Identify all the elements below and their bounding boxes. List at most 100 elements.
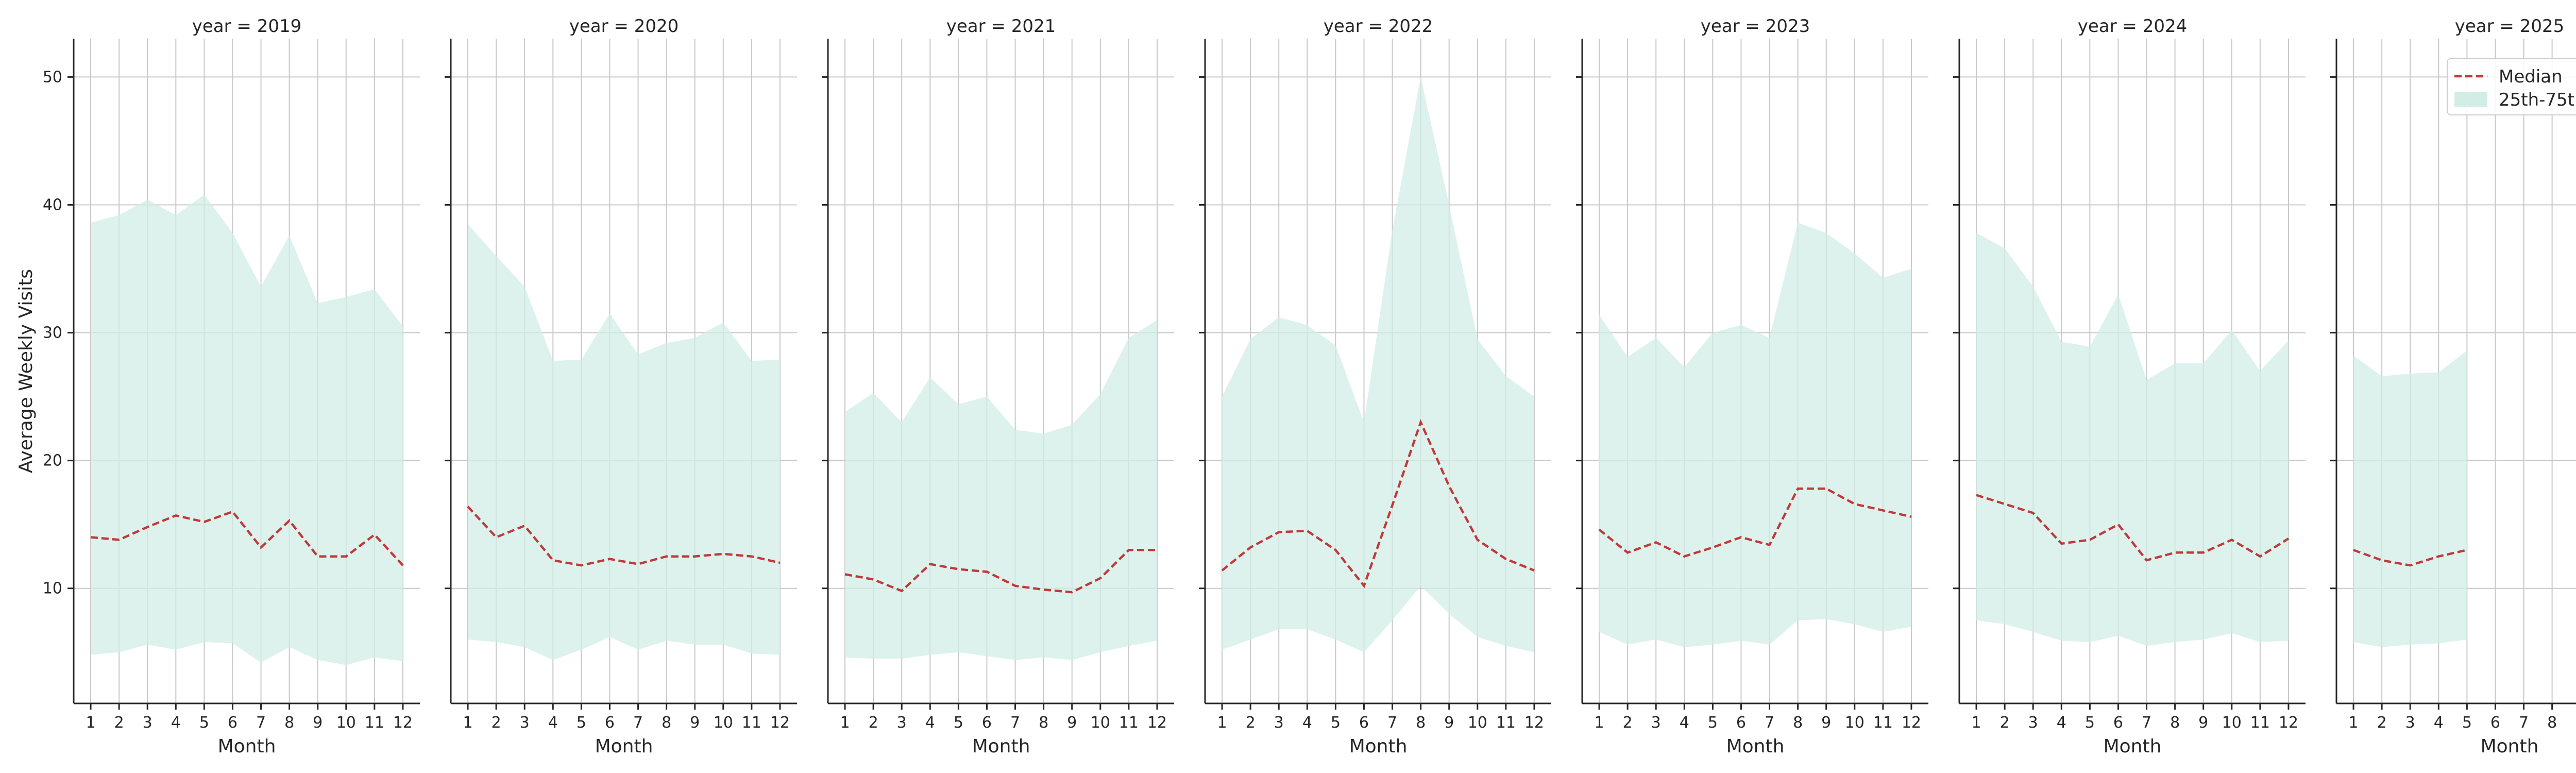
- legend-band-swatch: [2454, 92, 2487, 107]
- percentile-band: [1222, 77, 1534, 652]
- x-tick-label: 4: [548, 714, 558, 732]
- facet-title: year = 2022: [1324, 16, 1433, 37]
- x-tick-label: 5: [2085, 714, 2095, 732]
- x-tick-label: 12: [2279, 714, 2298, 732]
- x-tick-label: 8: [2547, 714, 2557, 732]
- x-tick-label: 7: [1387, 714, 1397, 732]
- x-tick-label: 9: [1444, 714, 1454, 732]
- median-line: [2353, 549, 2467, 567]
- x-tick-label: 4: [925, 714, 935, 732]
- median-line: [1221, 419, 1535, 589]
- median-line: [467, 506, 781, 567]
- x-tick-label: 5: [954, 714, 963, 732]
- x-tick-label: 5: [577, 714, 586, 732]
- x-tick-label: 7: [1010, 714, 1020, 732]
- x-tick-label: 9: [690, 714, 700, 732]
- x-axis-label: Month: [2104, 736, 2162, 757]
- x-tick-label: 5: [2462, 714, 2472, 732]
- x-tick-label: 9: [2198, 714, 2208, 732]
- x-tick-label: 4: [1680, 714, 1689, 732]
- x-tick-label: 12: [770, 714, 790, 732]
- x-axis-label: Month: [972, 736, 1030, 757]
- x-tick-label: 6: [2113, 714, 2123, 732]
- x-tick-label: 1: [1595, 714, 1604, 732]
- x-tick-label: 3: [143, 714, 152, 732]
- x-tick-label: 8: [284, 714, 294, 732]
- facet-title: year = 2019: [192, 16, 301, 37]
- x-tick-label: 11: [365, 714, 384, 732]
- facet-title: year = 2020: [569, 16, 679, 37]
- x-axis-label: Month: [1349, 736, 1408, 757]
- percentile-band: [1976, 233, 2289, 646]
- facet-title: year = 2021: [946, 16, 1056, 37]
- x-tick-label: 11: [1873, 714, 1893, 732]
- x-tick-label: 2: [2377, 714, 2387, 732]
- x-tick-label: 3: [897, 714, 907, 732]
- y-tick-label: 10: [43, 580, 62, 598]
- percentile-band: [91, 194, 403, 665]
- x-tick-label: 8: [662, 714, 671, 732]
- x-tick-label: 10: [336, 714, 356, 732]
- x-tick-label: 12: [1524, 714, 1544, 732]
- facet-title: year = 2025: [2455, 16, 2564, 37]
- x-tick-label: 11: [1496, 714, 1516, 732]
- x-tick-label: 6: [2490, 714, 2500, 732]
- x-tick-label: 1: [1217, 714, 1227, 732]
- x-tick-label: 1: [2349, 714, 2359, 732]
- x-tick-label: 12: [1902, 714, 1921, 732]
- x-tick-label: 11: [1119, 714, 1139, 732]
- x-tick-label: 10: [1468, 714, 1487, 732]
- x-tick-label: 1: [86, 714, 96, 732]
- x-axis-label: Month: [218, 736, 276, 757]
- x-tick-label: 2: [492, 714, 501, 732]
- x-tick-label: 8: [1793, 714, 1803, 732]
- x-tick-label: 12: [393, 714, 413, 732]
- x-tick-label: 8: [1416, 714, 1426, 732]
- x-tick-label: 3: [2028, 714, 2038, 732]
- x-tick-label: 2: [2000, 714, 2010, 732]
- x-tick-label: 9: [313, 714, 323, 732]
- x-axis-label: Month: [595, 736, 653, 757]
- x-tick-label: 9: [1821, 714, 1831, 732]
- x-tick-label: 10: [714, 714, 733, 732]
- percentile-band: [468, 224, 780, 660]
- percentile-band: [845, 320, 1157, 660]
- x-tick-label: 10: [2222, 714, 2242, 732]
- legend: Median 25th-75th Percentile: [2447, 58, 2576, 115]
- x-tick-label: 4: [2057, 714, 2066, 732]
- facet-title: year = 2023: [1701, 16, 1810, 37]
- x-tick-label: 3: [1651, 714, 1661, 732]
- x-axis-label: Month: [1726, 736, 1785, 757]
- y-tick-label: 20: [43, 452, 62, 470]
- x-tick-label: 1: [840, 714, 850, 732]
- median-line: [844, 549, 1157, 594]
- x-tick-label: 4: [2434, 714, 2444, 732]
- legend-median-label: Median: [2499, 66, 2563, 87]
- legend-band-label: 25th-75th Percentile: [2499, 90, 2576, 110]
- x-tick-label: 3: [1274, 714, 1284, 732]
- y-tick-label: 40: [43, 196, 62, 214]
- x-tick-label: 5: [199, 714, 209, 732]
- x-tick-label: 2: [1623, 714, 1633, 732]
- x-tick-label: 1: [463, 714, 473, 732]
- x-tick-label: 3: [520, 714, 530, 732]
- x-tick-label: 10: [1845, 714, 1865, 732]
- y-tick-label: 30: [43, 324, 62, 342]
- median-line: [90, 510, 404, 566]
- percentile-band: [2353, 350, 2467, 647]
- x-tick-label: 4: [171, 714, 181, 732]
- x-tick-label: 7: [2519, 714, 2529, 732]
- x-tick-label: 2: [1246, 714, 1256, 732]
- y-tick-label: 50: [43, 68, 62, 86]
- x-tick-label: 6: [228, 714, 238, 732]
- x-tick-label: 2: [114, 714, 124, 732]
- x-tick-label: 3: [2405, 714, 2415, 732]
- x-axis-label: Month: [2481, 736, 2539, 757]
- x-tick-label: 9: [1067, 714, 1077, 732]
